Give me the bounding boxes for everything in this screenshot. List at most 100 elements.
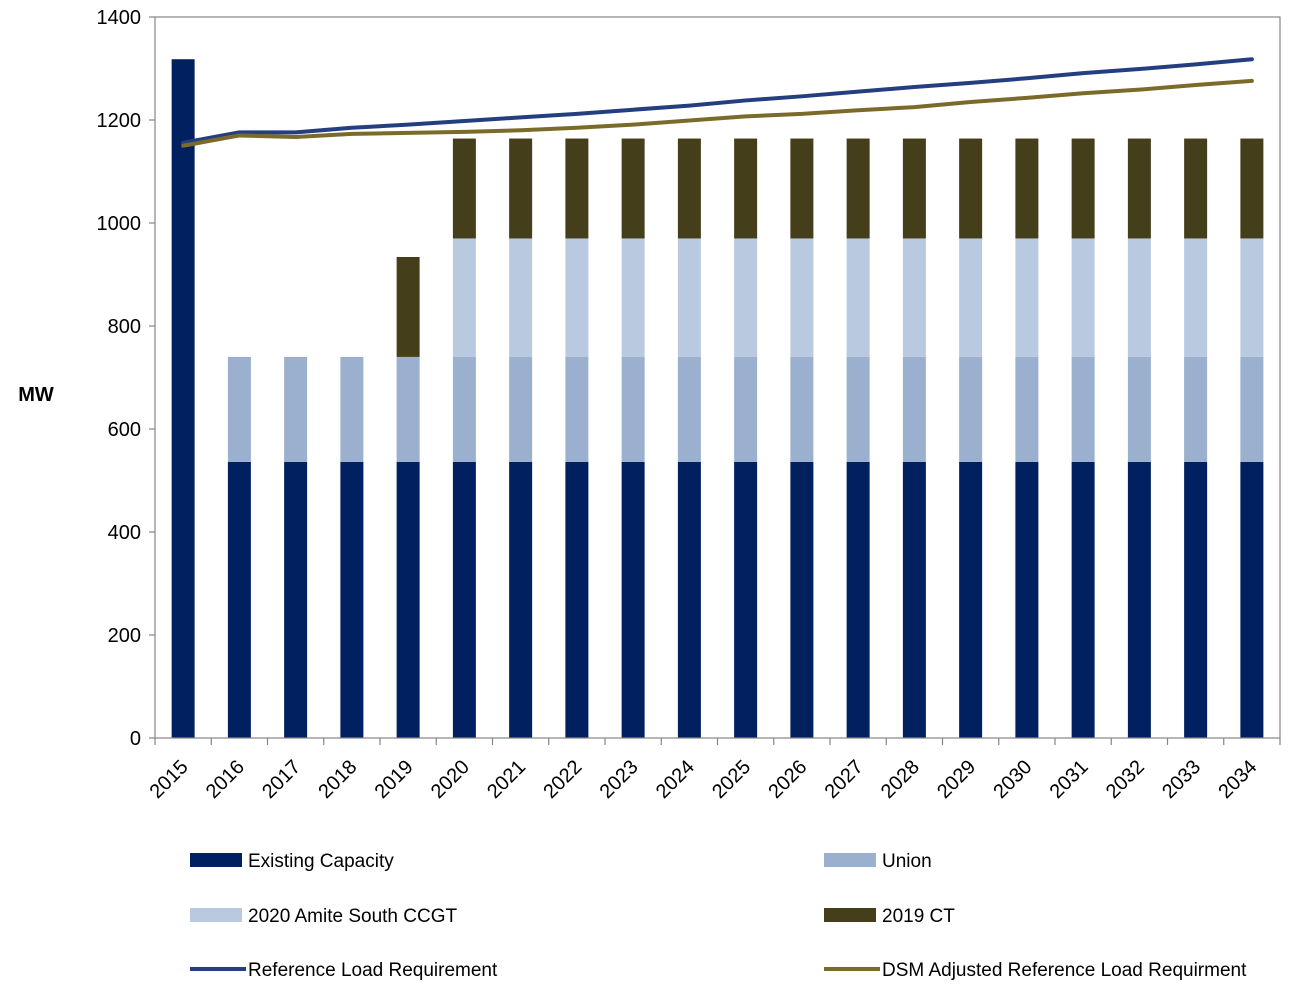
- y-tick-label-400: 400: [108, 522, 141, 544]
- x-tick-label-2025: 2025: [708, 756, 755, 803]
- x-tick-label-2017: 2017: [258, 756, 305, 803]
- bar-2-2032: [1127, 238, 1151, 357]
- y-axis-label: MW: [18, 384, 54, 406]
- bar-3-2031: [1071, 138, 1095, 239]
- x-tick-label-2026: 2026: [764, 756, 811, 803]
- bar-2-2033: [1184, 238, 1208, 357]
- bar-2-2027: [846, 238, 870, 357]
- bar-0-2015: [171, 59, 195, 739]
- bar-0-2017: [284, 461, 308, 738]
- bar-0-2020: [452, 461, 476, 738]
- y-tick-label-1400: 1400: [97, 7, 142, 29]
- bar-1-2017: [284, 356, 308, 462]
- x-tick-label-2016: 2016: [202, 756, 249, 803]
- y-tick-label-1200: 1200: [97, 110, 142, 132]
- legend-swatch-0: [190, 853, 242, 867]
- x-tick-label-2034: 2034: [1214, 756, 1261, 803]
- bar-1-2026: [790, 356, 814, 462]
- bar-0-2023: [621, 461, 645, 738]
- x-tick-label-2019: 2019: [371, 756, 418, 803]
- legend-label-3: 2019 CT: [882, 906, 955, 927]
- plot-frame: [154, 16, 1281, 739]
- legend-label-1: Union: [882, 851, 932, 872]
- bar-2-2025: [734, 238, 758, 357]
- bar-2-2030: [1015, 238, 1039, 357]
- legend: Existing Capacity Union 2020 Amite South C…: [190, 851, 1247, 981]
- bar-3-2025: [734, 138, 758, 239]
- bar-0-2019: [396, 461, 420, 738]
- bar-3-2021: [509, 138, 533, 239]
- bar-1-2018: [340, 356, 364, 462]
- x-tick-label-2021: 2021: [483, 756, 530, 803]
- bar-1-2016: [227, 356, 251, 462]
- x-tick-label-2028: 2028: [877, 756, 924, 803]
- y-tick-label-200: 200: [108, 625, 141, 647]
- bar-3-2019: [396, 256, 420, 357]
- bar-1-2031: [1071, 356, 1095, 462]
- x-tick-label-2023: 2023: [596, 756, 643, 803]
- bar-1-2034: [1240, 356, 1264, 462]
- bar-1-2028: [902, 356, 926, 462]
- legend-swatch-2: [190, 908, 242, 922]
- bar-1-2030: [1015, 356, 1039, 462]
- bar-3-2027: [846, 138, 870, 239]
- bar-3-2024: [677, 138, 701, 239]
- bar-2-2034: [1240, 238, 1264, 357]
- bar-3-2033: [1184, 138, 1208, 239]
- y-tick-label-1000: 1000: [97, 213, 142, 235]
- bar-0-2033: [1184, 461, 1208, 738]
- bar-2-2031: [1071, 238, 1095, 357]
- x-tick-label-2029: 2029: [933, 756, 980, 803]
- bar-1-2021: [509, 356, 533, 462]
- bar-0-2034: [1240, 461, 1264, 738]
- bar-1-2019: [396, 356, 420, 462]
- bar-3-2023: [621, 138, 645, 239]
- x-tick-label-2018: 2018: [314, 756, 361, 803]
- bar-1-2029: [959, 356, 983, 462]
- bar-3-2029: [959, 138, 983, 239]
- x-tick-label-2015: 2015: [146, 756, 193, 803]
- bar-0-2032: [1127, 461, 1151, 738]
- x-tick-label-2027: 2027: [821, 756, 868, 803]
- bar-3-2022: [565, 138, 589, 239]
- series-line-1: [181, 78, 1254, 148]
- legend-label-5: DSM Adjusted Reference Load Requirment: [882, 960, 1247, 981]
- legend-swatch-3: [824, 908, 876, 922]
- legend-swatch-1: [824, 853, 876, 867]
- bar-1-2025: [734, 356, 758, 462]
- bar-0-2016: [227, 461, 251, 738]
- y-tick-label-0: 0: [130, 728, 141, 750]
- bar-0-2025: [734, 461, 758, 738]
- bar-2-2021: [509, 238, 533, 357]
- bar-1-2033: [1184, 356, 1208, 462]
- bar-0-2018: [340, 461, 364, 738]
- x-tick-label-2033: 2033: [1158, 756, 1205, 803]
- bar-0-2030: [1015, 461, 1039, 738]
- bar-3-2034: [1240, 138, 1264, 239]
- bar-2-2028: [902, 238, 926, 357]
- bar-2-2024: [677, 238, 701, 357]
- bar-2-2029: [959, 238, 983, 357]
- y-tick-label-600: 600: [108, 419, 141, 441]
- bar-2-2026: [790, 238, 814, 357]
- bar-0-2027: [846, 461, 870, 738]
- bar-3-2028: [902, 138, 926, 239]
- bar-1-2023: [621, 356, 645, 462]
- bar-0-2024: [677, 461, 701, 738]
- bar-0-2021: [509, 461, 533, 738]
- x-tick-label-2020: 2020: [427, 756, 474, 803]
- bar-1-2024: [677, 356, 701, 462]
- x-tick-label-2031: 2031: [1046, 756, 1093, 803]
- bar-2-2023: [621, 238, 645, 357]
- bar-0-2022: [565, 461, 589, 738]
- legend-label-2: 2020 Amite South CCGT: [248, 906, 457, 927]
- series-line-0: [181, 57, 1254, 145]
- bar-0-2028: [902, 461, 926, 738]
- bar-0-2031: [1071, 461, 1095, 738]
- legend-label-4: Reference Load Requirement: [248, 960, 498, 981]
- bar-2-2022: [565, 238, 589, 357]
- x-tick-label-2030: 2030: [989, 756, 1036, 803]
